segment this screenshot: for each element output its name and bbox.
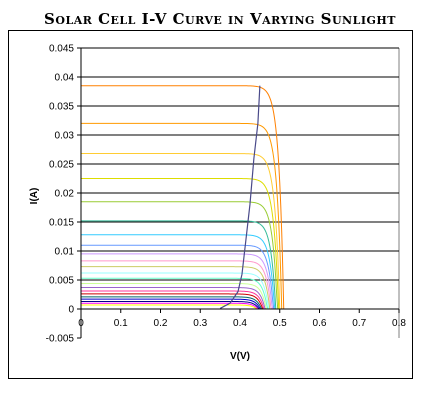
x-tick-label: 0.6 [313, 318, 327, 329]
chart-title: Solar Cell I-V Curve in Varying Sunlight [44, 10, 396, 28]
x-tick-label: 0.3 [193, 318, 207, 329]
y-tick-label: 0.02 [55, 189, 75, 200]
x-tick-label: 0.8 [392, 318, 406, 329]
x-tick-label: 0.5 [273, 318, 287, 329]
x-tick-label: 0.1 [114, 318, 128, 329]
gridlines [81, 47, 399, 281]
x-tick-label: 0 [78, 318, 84, 329]
y-tick-label: 0.045 [49, 44, 74, 55]
y-tick-label: 0.005 [49, 276, 74, 287]
x-tick-label: 0.4 [233, 318, 247, 329]
y-tick-label: 0.03 [55, 131, 75, 142]
y-tick-label: 0.04 [55, 73, 75, 84]
y-tick-label: -0.005 [46, 334, 75, 345]
x-tick-label: 0.2 [154, 318, 168, 329]
y-tick-label: 0.015 [49, 218, 74, 229]
y-tick-label: 0 [68, 305, 74, 316]
x-tick-label: 0.7 [352, 318, 366, 329]
y-tick-label: 0.035 [49, 102, 74, 113]
chart-frame [8, 30, 413, 379]
x-axis-label: V(V) [230, 351, 250, 362]
y-axis-label: I(A) [29, 188, 40, 205]
axes: -0.00500.0050.010.0150.020.0250.030.0350… [46, 44, 407, 345]
mpp-line [219, 85, 261, 309]
y-tick-label: 0.01 [55, 247, 75, 258]
y-tick-label: 0.025 [49, 160, 74, 171]
